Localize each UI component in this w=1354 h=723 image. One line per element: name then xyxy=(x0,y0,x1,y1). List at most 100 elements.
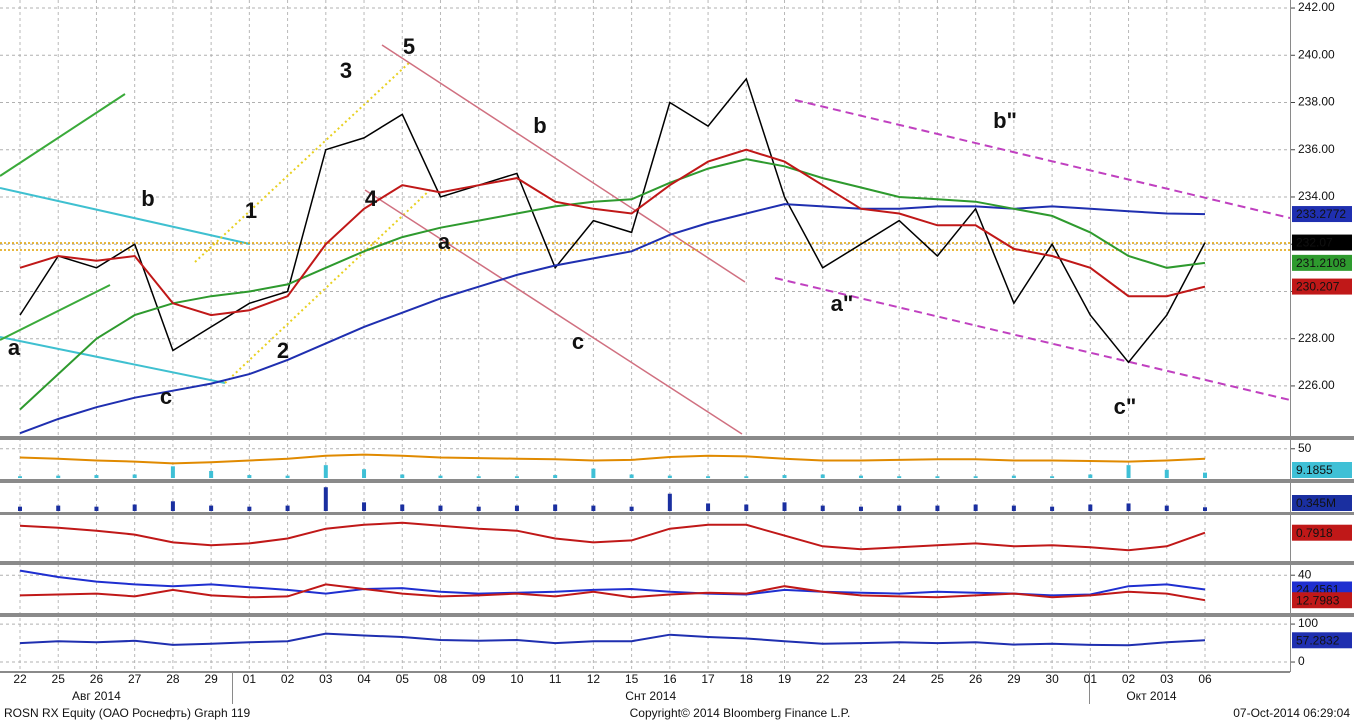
y-tick-label: 226.00 xyxy=(1298,378,1335,392)
x-tick-label: 27 xyxy=(128,672,142,686)
x-tick-label: 19 xyxy=(778,672,792,686)
bar xyxy=(132,474,137,478)
series-line xyxy=(19,453,1206,465)
bar xyxy=(782,502,787,511)
value-tag-label: 9.1855 xyxy=(1296,463,1333,477)
x-tick-label: 18 xyxy=(740,672,754,686)
month-label: Снт 2014 xyxy=(625,689,676,703)
value-tag-label: 0.345M xyxy=(1296,496,1336,510)
bar xyxy=(782,475,787,478)
value-tag-label: 230.207 xyxy=(1296,280,1340,294)
value-tag xyxy=(1292,524,1352,541)
bar xyxy=(897,505,902,511)
bar xyxy=(56,475,61,478)
bar xyxy=(514,505,519,511)
trend-line xyxy=(194,61,411,263)
bar xyxy=(476,476,481,478)
bar xyxy=(897,476,902,478)
bar xyxy=(323,487,328,511)
x-tick-label: 16 xyxy=(663,672,677,686)
wave-label: 2 xyxy=(277,338,289,363)
bar xyxy=(1088,474,1093,478)
month-separator xyxy=(1089,672,1090,704)
bar xyxy=(400,474,405,478)
separator xyxy=(0,436,1354,440)
bar xyxy=(18,506,22,511)
bar xyxy=(247,475,252,478)
footer-left: ROSN RX Equity (ОАО Роснефть) Graph 119 xyxy=(4,706,250,720)
x-tick-label: 11 xyxy=(549,672,562,686)
wave-label: c xyxy=(160,384,172,409)
x-tick-label: 24 xyxy=(893,672,907,686)
bar xyxy=(1088,504,1093,511)
value-tag xyxy=(1292,632,1352,649)
x-tick-label: 29 xyxy=(1007,672,1021,686)
bar xyxy=(667,493,672,511)
bar xyxy=(744,476,749,478)
trend-line xyxy=(0,187,251,245)
marks xyxy=(18,77,1207,647)
bar xyxy=(323,465,328,478)
bar xyxy=(362,502,367,511)
bar xyxy=(744,504,749,511)
separator xyxy=(0,512,1354,515)
bar xyxy=(1164,505,1169,511)
bar xyxy=(247,506,252,511)
y-tick-label: 40 xyxy=(1298,567,1312,581)
series-line xyxy=(19,148,1206,317)
bar xyxy=(706,476,711,478)
bar xyxy=(858,506,863,511)
bar xyxy=(170,501,175,511)
y-tick-label: 238.00 xyxy=(1298,95,1335,109)
labels: 22 25 26 27 28 29 01 02 03 04 05 08 09 10 11 12 15 16 17 18… xyxy=(8,0,1352,703)
x-tick-label: 25 xyxy=(931,672,945,686)
wave-label: b xyxy=(141,186,154,211)
bar xyxy=(820,505,825,511)
wave-label: 3 xyxy=(340,58,352,83)
value-tag xyxy=(1292,592,1352,609)
bar xyxy=(132,504,137,511)
series-line xyxy=(19,158,1206,411)
x-tick-label: 22 xyxy=(13,672,27,686)
bar xyxy=(1011,505,1016,511)
x-tick-label: 03 xyxy=(1160,672,1174,686)
value-tag xyxy=(1292,462,1352,478)
separator xyxy=(0,613,1354,617)
bar xyxy=(591,468,596,478)
bar xyxy=(476,506,481,511)
bar xyxy=(1050,506,1055,511)
series-line xyxy=(19,521,1206,552)
x-tick-label: 06 xyxy=(1198,672,1212,686)
wave-label: a xyxy=(8,335,21,360)
x-tick-label: 08 xyxy=(434,672,448,686)
bar xyxy=(438,475,443,478)
trend-line xyxy=(774,277,1291,401)
y-tick-label: 234.00 xyxy=(1298,189,1335,203)
bar xyxy=(1126,465,1131,478)
series-line xyxy=(19,632,1206,647)
bar xyxy=(667,475,672,478)
x-tick-label: 01 xyxy=(1084,672,1098,686)
series-line xyxy=(19,583,1206,602)
y-tick-label: 236.00 xyxy=(1298,142,1335,156)
y-tick-label: 100 xyxy=(1298,616,1318,630)
bar xyxy=(514,476,519,478)
bar xyxy=(1203,472,1207,478)
bar xyxy=(973,476,978,478)
month-separator xyxy=(232,672,233,704)
x-tick-label: 17 xyxy=(701,672,715,686)
bar xyxy=(591,505,596,511)
wave-label: 4 xyxy=(365,186,378,211)
bar xyxy=(94,475,99,478)
trend-line xyxy=(0,93,126,177)
trend-line xyxy=(0,336,226,384)
x-tick-label: 04 xyxy=(357,672,371,686)
month-label: Авг 2014 xyxy=(72,689,121,703)
wave-label: a" xyxy=(831,291,854,316)
value-tag xyxy=(1292,234,1352,251)
x-tick-label: 26 xyxy=(969,672,983,686)
bar xyxy=(209,470,214,478)
bar xyxy=(629,474,634,478)
y-tick-label: 242.00 xyxy=(1298,0,1335,14)
